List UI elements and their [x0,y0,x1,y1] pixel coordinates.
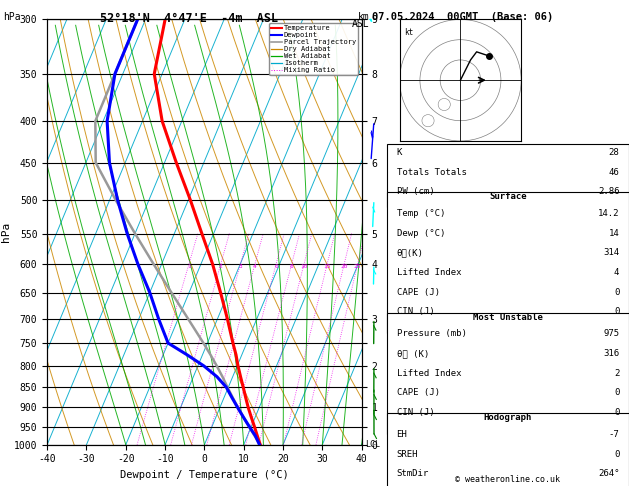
Text: Most Unstable: Most Unstable [473,312,543,322]
Text: PW (cm): PW (cm) [396,187,434,196]
Text: -7: -7 [609,430,620,439]
Text: 6: 6 [274,264,278,269]
Text: CAPE (J): CAPE (J) [396,388,440,398]
Text: 0: 0 [614,450,620,459]
Text: 0: 0 [614,288,620,297]
Bar [387,312,629,434]
Text: 2.86: 2.86 [598,187,620,196]
Text: 14.2: 14.2 [598,209,620,218]
Text: 52°18'N  4°47'E  -4m  ASL: 52°18'N 4°47'E -4m ASL [99,12,278,25]
Text: 1: 1 [187,264,191,269]
Text: 25: 25 [354,264,361,269]
Text: 316: 316 [603,349,620,358]
Text: 314: 314 [603,248,620,258]
Text: kt: kt [404,28,413,36]
Bar [387,144,629,207]
Text: 14: 14 [609,229,620,238]
Text: Lifted Index: Lifted Index [396,369,461,378]
Bar [387,192,629,333]
Text: 2: 2 [614,369,620,378]
Text: EH: EH [396,430,407,439]
Text: CAPE (J): CAPE (J) [396,288,440,297]
Text: 975: 975 [603,330,620,338]
Text: 07.05.2024  00GMT  (Base: 06): 07.05.2024 00GMT (Base: 06) [372,12,553,22]
Text: CIN (J): CIN (J) [396,308,434,316]
Text: StmDir: StmDir [396,469,429,478]
Text: 8: 8 [290,264,294,269]
Text: Pressure (mb): Pressure (mb) [396,330,466,338]
Text: 0: 0 [614,308,620,316]
Text: 10: 10 [300,264,308,269]
Text: 28: 28 [609,148,620,157]
Text: 4: 4 [614,268,620,277]
Text: ASL: ASL [352,19,369,30]
Text: 46: 46 [609,168,620,176]
Text: 4: 4 [253,264,257,269]
Text: CIN (J): CIN (J) [396,408,434,417]
Text: 0: 0 [614,408,620,417]
Text: θᴇ(K): θᴇ(K) [396,248,423,258]
Y-axis label: hPa: hPa [1,222,11,242]
X-axis label: Dewpoint / Temperature (°C): Dewpoint / Temperature (°C) [120,470,289,480]
Text: Temp (°C): Temp (°C) [396,209,445,218]
Text: 2: 2 [219,264,223,269]
Text: K: K [396,148,402,157]
Text: 15: 15 [323,264,331,269]
Text: 0: 0 [614,388,620,398]
Text: 3: 3 [238,264,242,269]
Text: LCL: LCL [365,440,380,449]
Text: © weatheronline.co.uk: © weatheronline.co.uk [455,475,560,484]
Text: θᴇ (K): θᴇ (K) [396,349,429,358]
Text: Totals Totals: Totals Totals [396,168,466,176]
Text: Surface: Surface [489,192,526,201]
Text: km: km [357,12,369,22]
Text: 20: 20 [340,264,348,269]
Text: Dewp (°C): Dewp (°C) [396,229,445,238]
Legend: Temperature, Dewpoint, Parcel Trajectory, Dry Adiabat, Wet Adiabat, Isotherm, Mi: Temperature, Dewpoint, Parcel Trajectory… [269,23,358,75]
Text: Hodograph: Hodograph [484,413,532,422]
Text: hPa: hPa [3,12,21,22]
Text: 264°: 264° [598,469,620,478]
Bar [387,413,629,486]
Text: SREH: SREH [396,450,418,459]
Text: Lifted Index: Lifted Index [396,268,461,277]
